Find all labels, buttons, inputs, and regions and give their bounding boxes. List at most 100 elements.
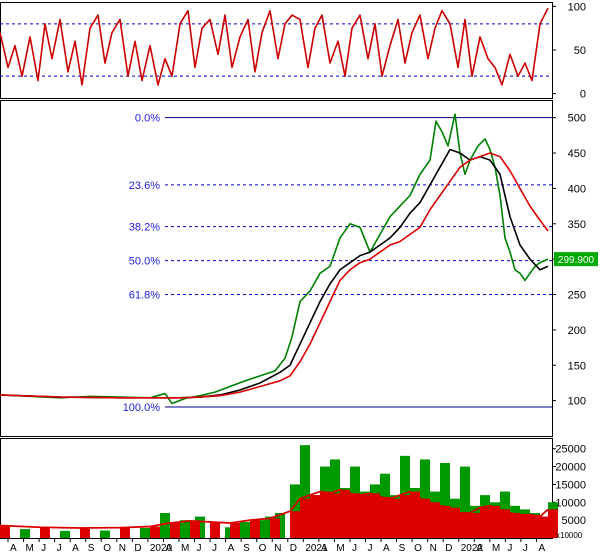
price-y-tick-label: 350 [568, 219, 586, 231]
price-y-tick-label: 400 [568, 183, 586, 195]
x-axis-label: S [88, 543, 95, 554]
x-axis-label: D [134, 543, 141, 554]
x-axis-label: A [476, 543, 483, 554]
volume-bar [230, 523, 240, 538]
x-axis-label: 2022 [461, 543, 484, 554]
volume-bar [490, 505, 500, 538]
volume-bar [510, 513, 520, 538]
oscillator-y-tick-label: 100 [568, 1, 586, 13]
fibonacci-level-label: 38.2% [129, 222, 160, 234]
volume-bar [300, 445, 310, 538]
volume-bar [120, 527, 130, 538]
volume-bar [360, 495, 370, 538]
volume-bar [140, 528, 150, 538]
volume-bar [548, 509, 558, 538]
x-axis-label: J [57, 543, 62, 554]
x-axis-label: S [399, 543, 406, 554]
x-axis-label: A [10, 543, 17, 554]
volume-bar [300, 498, 310, 538]
x-axis-label: D [445, 543, 452, 554]
volume-bar [150, 526, 160, 538]
volume-bar [240, 521, 250, 538]
x-axis-label: N [430, 543, 437, 554]
x-axis-label: A [383, 543, 390, 554]
x-axis-label: A [165, 543, 172, 554]
volume-bar [500, 509, 510, 538]
x-axis-label: N [274, 543, 281, 554]
x-axis-label: A [538, 543, 545, 554]
x-axis-label: A [321, 543, 328, 554]
price-y-tick-label: 150 [568, 360, 586, 372]
volume-average-line [0, 488, 549, 529]
x-axis-label: M [26, 543, 34, 554]
volume-bar [380, 496, 390, 538]
volume-bar [540, 516, 550, 538]
volume-bar [60, 530, 70, 538]
volume-bar [180, 520, 190, 538]
volume-bar [190, 520, 200, 538]
x-axis-label: O [259, 543, 267, 554]
price-series-line [0, 152, 549, 399]
fibonacci-level-label: 0.0% [135, 113, 160, 125]
x-axis-label: O [103, 543, 111, 554]
volume-y-tick-label: 15000 [555, 479, 586, 491]
volume-bar [460, 513, 470, 538]
volume-bar [390, 498, 400, 538]
volume-bar [450, 507, 460, 538]
volume-bar [330, 493, 340, 538]
volume-bar [320, 491, 330, 538]
x-axis-label: A [72, 543, 79, 554]
volume-bar [310, 495, 320, 538]
fibonacci-level-label: 50.0% [129, 256, 160, 268]
x-axis-label: N [119, 543, 126, 554]
oscillator-y-tick-label: 50 [574, 45, 586, 57]
volume-bar [270, 518, 280, 538]
price-y-tick-label: 250 [568, 290, 586, 302]
oscillator-series-line [0, 7, 549, 86]
volume-y-tick-label: 25000 [555, 444, 586, 456]
x-axis-label: 2020 [150, 543, 173, 554]
x-axis-label: M [492, 543, 500, 554]
volume-bar [350, 493, 360, 538]
price-frame [0, 100, 553, 437]
volume-bar [460, 466, 470, 538]
x-axis-label: J [352, 543, 357, 554]
last-price-box [554, 252, 598, 267]
fibonacci-level-label: 23.6% [129, 180, 160, 192]
x-axis-label: J [367, 543, 372, 554]
price-y-tick-label: 200 [568, 325, 586, 337]
volume-bar [480, 507, 490, 538]
fibonacci-level-label: 61.8% [129, 290, 160, 302]
x-axis-label: O [414, 543, 422, 554]
fibonacci-level-label: 100.0% [123, 402, 161, 414]
volume-bar [520, 514, 530, 538]
x-axis-label: J [523, 543, 528, 554]
volume-bar [530, 514, 540, 538]
volume-bar [470, 513, 480, 538]
x-axis-label: J [41, 543, 46, 554]
price-panel: 1001502002503003504004505000.0%23.6%38.2… [0, 100, 598, 437]
oscillator-y-tick-label: 0 [580, 89, 586, 101]
price-y-tick-label: 500 [568, 113, 586, 125]
x-axis-label: D [290, 543, 297, 554]
volume-unit-label: x10000 [556, 531, 583, 540]
volume-frame [0, 438, 553, 539]
x-axis-label: A [228, 543, 235, 554]
volume-y-tick-label: 5000 [562, 515, 586, 527]
price-y-tick-label: 100 [568, 396, 586, 408]
x-axis-label: 2021 [305, 543, 328, 554]
volume-bar [420, 498, 430, 538]
x-axis-label: S [243, 543, 250, 554]
volume-bar [290, 511, 300, 538]
x-axis-label: J [197, 543, 202, 554]
volume-bar [80, 528, 90, 538]
volume-bar [440, 505, 450, 538]
x-axis-label: M [336, 543, 344, 554]
price-y-tick-label: 450 [568, 148, 586, 160]
x-axis-label: J [507, 543, 512, 554]
volume-bar [400, 495, 410, 538]
volume-bar [100, 530, 110, 538]
volume-bar [340, 489, 350, 538]
volume-bar [160, 513, 170, 538]
